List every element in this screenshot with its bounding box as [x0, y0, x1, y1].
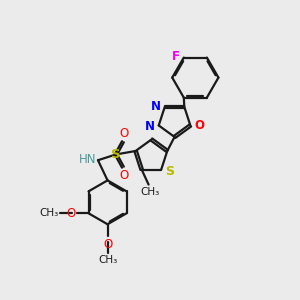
Text: CH₃: CH₃ [98, 255, 117, 265]
Text: N: N [145, 120, 155, 133]
Text: S: S [165, 165, 174, 178]
Text: O: O [103, 238, 112, 251]
Text: O: O [119, 169, 129, 182]
Text: O: O [194, 119, 205, 132]
Text: HN: HN [79, 153, 96, 166]
Text: O: O [119, 127, 129, 140]
Text: S: S [111, 148, 121, 161]
Text: CH₃: CH₃ [140, 188, 159, 197]
Text: O: O [67, 207, 76, 220]
Text: N: N [151, 100, 160, 113]
Text: F: F [172, 50, 180, 63]
Text: CH₃: CH₃ [40, 208, 59, 218]
